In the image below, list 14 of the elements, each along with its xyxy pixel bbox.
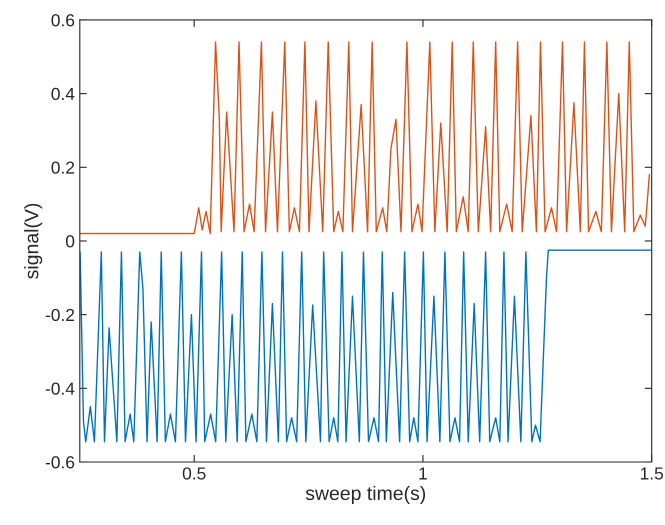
x-axis-title: sweep time(s) bbox=[306, 486, 426, 504]
line-series bbox=[80, 41, 650, 234]
y-tick-label: 0.4 bbox=[51, 88, 74, 100]
x-tick-label: 0.5 bbox=[182, 467, 206, 480]
y-tick-label: -0.2 bbox=[46, 308, 74, 322]
y-tick-label: 0.2 bbox=[51, 161, 74, 174]
y-tick-label: 0 bbox=[66, 235, 74, 248]
y-tick-label: 0.6 bbox=[51, 14, 74, 26]
line-series bbox=[80, 249, 652, 442]
x-tick-label: 1.5 bbox=[640, 468, 664, 480]
y-axis-title: signal(V) bbox=[24, 204, 42, 279]
y-tick-label: -0.6 bbox=[46, 456, 74, 468]
y-tick-label: -0.4 bbox=[46, 382, 74, 395]
x-tick-label: 1 bbox=[419, 468, 427, 480]
